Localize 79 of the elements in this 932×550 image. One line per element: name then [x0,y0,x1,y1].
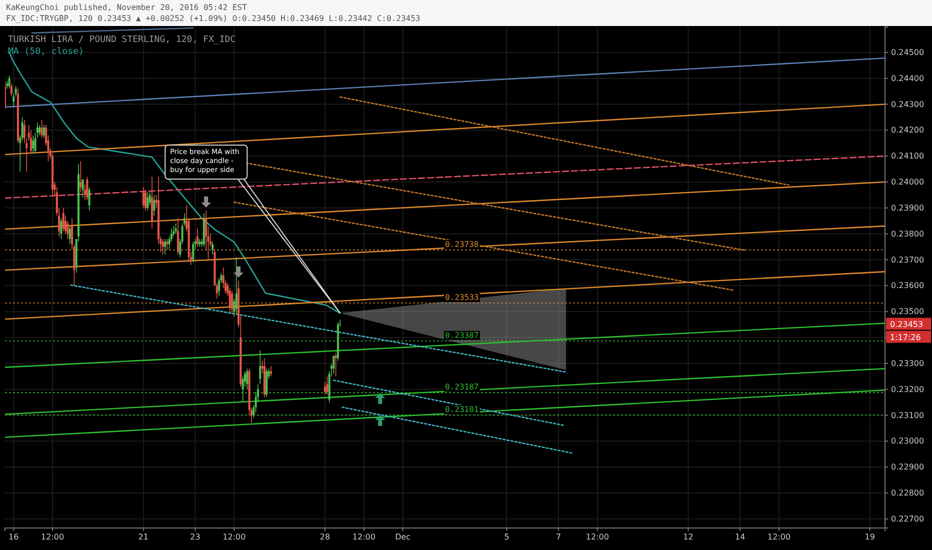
x-tick-label: 21 [138,532,148,542]
candlestick [142,186,144,208]
candlestick [40,119,43,138]
ref-line-label: 0.23101 [445,404,479,414]
candlestick [144,189,147,211]
candlestick [32,134,34,154]
y-tick-label: 0.23300 [891,358,924,368]
candlestick [38,124,41,136]
y-tick-label: 0.22700 [891,514,924,524]
candlestick [153,194,156,216]
x-tick-label: 12:00 [768,532,791,542]
candlestick [196,228,198,248]
candlestick [68,226,71,245]
candlestick [259,350,262,385]
x-tick-label: 5 [504,532,510,542]
y-tick-label: 0.23900 [891,203,924,212]
x-tick-label: Dec [395,532,411,542]
x-tick-label: 23 [190,532,200,542]
candlestick [235,256,238,315]
y-tick-label: 0.23800 [891,229,924,238]
text: TURKISH LIRA / POUND STERLING, 120, FX_IDC [8,35,236,45]
x-tick-label: 7 [556,532,562,542]
candlestick [266,368,268,398]
y-tick-label: 0.24400 [891,74,924,83]
y-tick-label: 0.24100 [891,152,924,161]
ref-line-label: 0.23738 [445,240,479,249]
y-tick-label: 0.24500 [891,48,924,57]
candlestick [176,218,179,255]
candlestick [332,355,335,374]
candlestick [162,238,164,255]
candlestick [231,290,234,315]
candlestick [8,75,10,90]
candlestick [60,218,62,240]
ref-line-label: 0.23187 [445,382,479,392]
y-tick-label: 0.24200 [891,126,924,135]
text: KaKeungChoi published, November 20, 2016 05:42 EST [6,3,248,12]
candlestick [326,376,328,395]
y-tick-label: 0.24000 [891,178,924,187]
y-tick-label: 0.22800 [891,488,924,498]
candlestick [146,192,149,211]
y-tick-label: 0.23000 [891,436,924,446]
candlestick [151,176,154,230]
candlestick [88,186,90,211]
candlestick [174,223,177,234]
candlestick [42,124,45,138]
text: FX_IDC:TRYGBP, 120 0.23453 ▲ +0.00252 (+1.09%) O:0.23450 H:0.23469 L:0.23442 C:0.23453 [6,14,420,23]
x-tick-label: 12:00 [41,532,64,542]
candlestick [80,160,82,193]
y-tick-label: 0.22900 [891,462,924,472]
ref-line-label: 0.23387 [445,330,479,340]
y-tick-label: 0.23500 [891,307,924,316]
candlestick [10,83,12,97]
y-tick-label: 0.23600 [891,281,924,290]
y-tick-label: 0.23100 [891,410,924,420]
candlestick [62,208,64,232]
text: 1:17:26 [890,332,921,342]
candlestick [164,238,166,255]
candlestick [212,241,214,255]
y-tick-label: 0.23200 [891,384,924,394]
ref-line-label: 0.23533 [445,293,479,302]
candlestick [82,179,84,198]
x-tick-label: 12 [683,532,694,542]
y-tick-label: 0.23700 [891,255,924,264]
text: 0.23453 [890,320,924,329]
y-tick-label: 0.24300 [891,100,924,109]
x-tick-label: 28 [320,532,330,542]
candlestick [86,176,88,201]
candlestick [334,352,337,377]
x-tick-label: 12:00 [352,532,376,542]
candlestick [192,241,194,263]
x-tick-label: 12:00 [222,532,246,542]
x-tick-label: 19 [864,532,875,542]
candlestick [166,238,168,250]
candlestick [246,368,248,390]
x-tick-label: 16 [8,532,19,542]
x-tick-label: 12:00 [586,532,609,542]
x-tick-label: 14 [735,532,746,542]
candlestick [270,366,272,377]
series-label: MA (50, close) [8,47,84,57]
